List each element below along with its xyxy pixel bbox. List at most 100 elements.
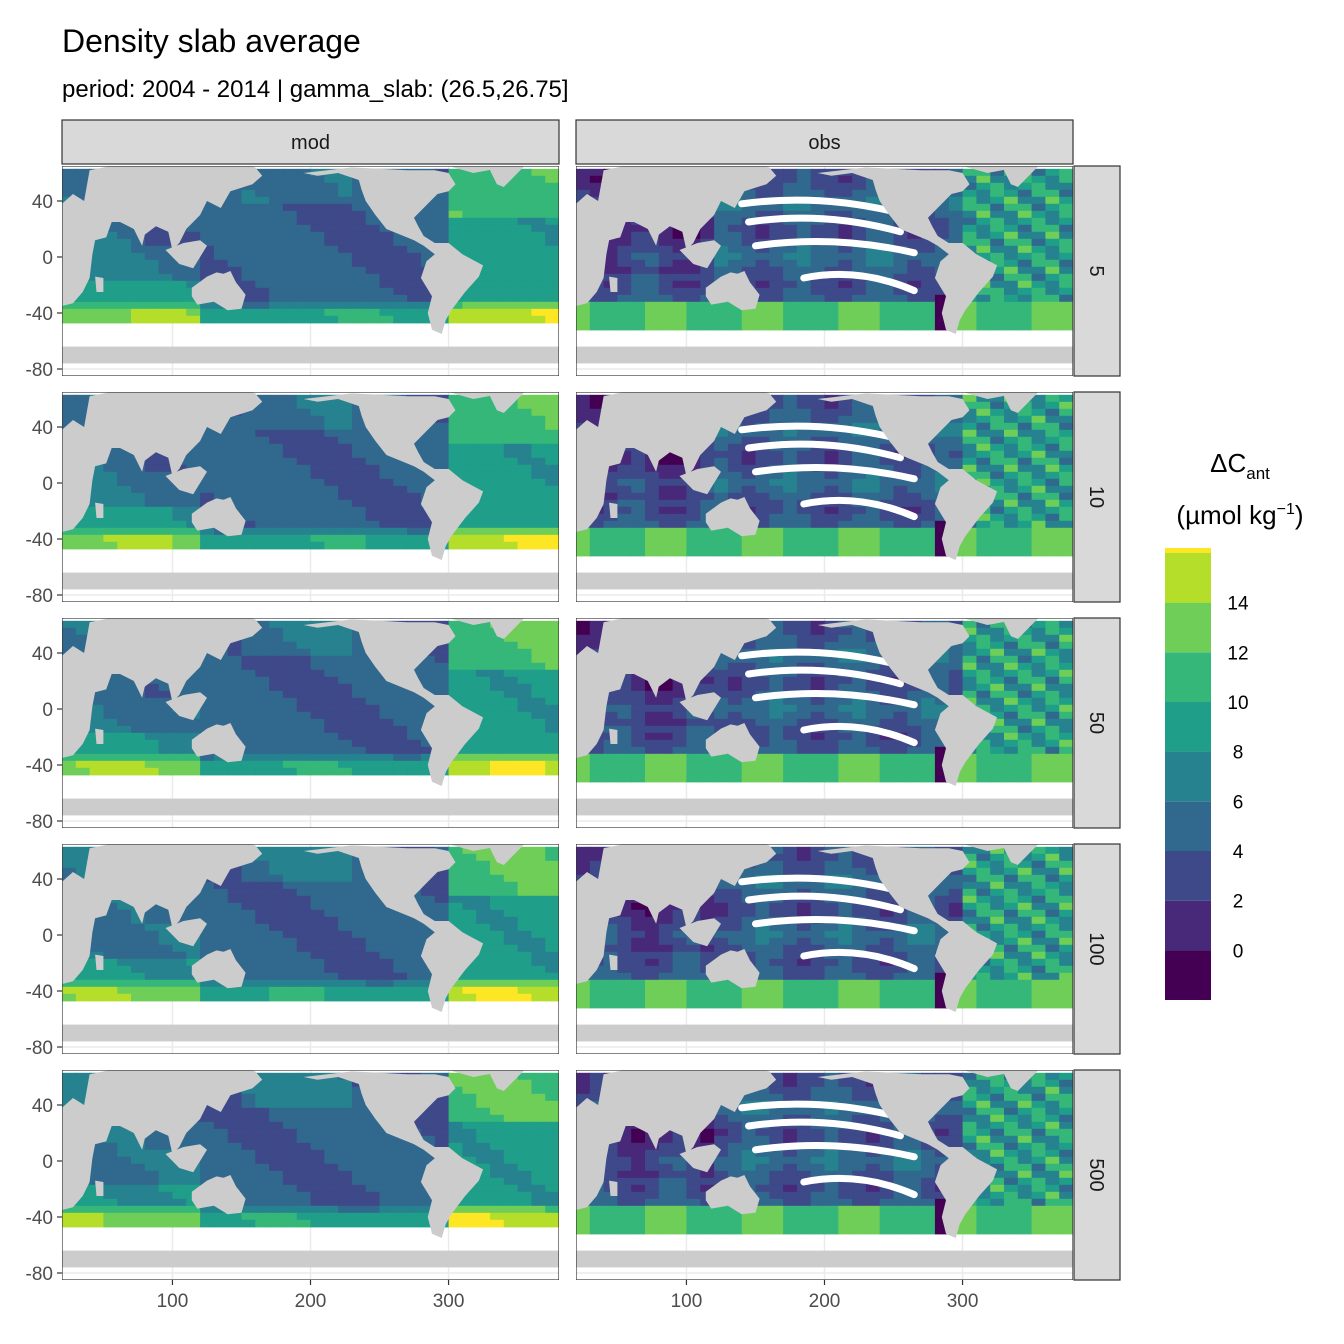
field-cell <box>310 662 325 671</box>
field-cell <box>617 506 632 515</box>
field-cell <box>658 499 674 508</box>
field-cell <box>324 436 339 445</box>
field-cell <box>545 238 559 247</box>
field-cell <box>503 662 519 671</box>
field-cell <box>838 774 853 783</box>
field-cell <box>448 655 463 664</box>
field-cell <box>144 520 160 529</box>
field-cell <box>490 203 505 212</box>
field-cell <box>1031 697 1046 706</box>
field-cell <box>213 478 229 487</box>
field-cell <box>531 273 546 282</box>
field-cell <box>658 273 674 282</box>
field-cell <box>462 168 477 177</box>
field-cell <box>531 443 546 452</box>
field-cell <box>517 711 532 720</box>
field-cell <box>503 196 519 205</box>
field-cell <box>769 182 784 191</box>
field-cell <box>741 478 757 487</box>
field-cell <box>255 683 270 692</box>
field-cell <box>545 315 559 324</box>
field-cell <box>379 718 394 727</box>
field-cell <box>1045 753 1060 762</box>
field-cell <box>741 641 757 650</box>
field-cell <box>934 301 950 310</box>
field-cell <box>990 429 1005 438</box>
field-cell <box>476 175 491 184</box>
field-cell <box>658 774 674 783</box>
field-cell <box>282 478 298 487</box>
field-cell <box>462 627 477 636</box>
field-cell <box>824 429 839 438</box>
field-cell <box>852 422 867 431</box>
field-cell <box>75 301 91 310</box>
field-cell <box>296 210 312 219</box>
field-cell <box>645 711 660 720</box>
field-cell <box>783 224 798 233</box>
field-cell <box>838 450 853 459</box>
field-cell <box>1059 457 1073 466</box>
field-cell <box>783 315 798 324</box>
field-cell <box>517 429 532 438</box>
field-cell <box>296 217 312 226</box>
field-cell <box>476 690 491 699</box>
field-cell <box>269 231 284 240</box>
field-cell <box>1059 767 1073 776</box>
field-cell <box>852 767 867 776</box>
field-cell <box>893 273 908 282</box>
field-cell <box>393 499 408 508</box>
field-cell <box>824 711 839 720</box>
field-cell <box>1045 697 1060 706</box>
field-cell <box>1017 662 1033 671</box>
field-cell <box>545 541 559 550</box>
field-cell <box>865 196 881 205</box>
field-cell <box>962 548 977 557</box>
field-cell <box>838 266 853 275</box>
field-cell <box>213 210 229 219</box>
field-cell <box>393 767 408 776</box>
field-cell <box>976 669 991 678</box>
field-cell <box>338 753 353 762</box>
field-cell <box>338 175 353 184</box>
field-cell <box>144 718 160 727</box>
field-cell <box>255 266 270 275</box>
field-cell <box>852 753 867 762</box>
field-cell <box>783 231 798 240</box>
field-cell <box>282 196 298 205</box>
field-cell <box>365 520 381 529</box>
field-cell <box>296 252 312 261</box>
field-cell <box>255 287 270 296</box>
field-cell <box>755 259 770 268</box>
field-cell <box>796 301 812 310</box>
field-cell <box>490 273 505 282</box>
field-cell <box>976 168 991 177</box>
field-cell <box>62 315 77 324</box>
field-cell <box>117 287 132 296</box>
field-cell <box>517 520 532 529</box>
field-cell <box>144 478 160 487</box>
land-mass <box>165 240 207 269</box>
field-cell <box>310 655 325 664</box>
field-cell <box>503 527 519 536</box>
field-cell <box>852 252 867 261</box>
field-cell <box>796 753 812 762</box>
field-cell <box>672 485 687 494</box>
field-cell <box>407 541 422 550</box>
field-cell <box>144 534 160 543</box>
field-cell <box>282 739 298 748</box>
field-cell <box>810 308 826 317</box>
field-cell <box>186 725 201 734</box>
field-cell <box>420 231 436 240</box>
field-cell <box>131 478 146 487</box>
field-cell <box>714 464 729 473</box>
field-cell <box>462 641 477 650</box>
field-cell <box>227 422 243 431</box>
field-cell <box>1045 231 1060 240</box>
field-cell <box>338 436 353 445</box>
field-cell <box>282 394 298 403</box>
field-cell <box>296 429 312 438</box>
field-cell <box>948 217 964 226</box>
field-cell <box>531 182 546 191</box>
field-cell <box>503 471 519 480</box>
field-cell <box>1045 513 1060 522</box>
